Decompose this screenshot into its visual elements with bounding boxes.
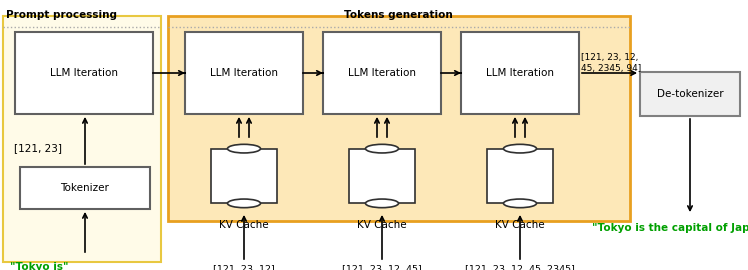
Ellipse shape <box>503 144 536 153</box>
Ellipse shape <box>366 144 399 153</box>
Ellipse shape <box>366 199 399 208</box>
Text: LLM Iteration: LLM Iteration <box>348 68 416 78</box>
Text: Prompt processing: Prompt processing <box>6 10 117 20</box>
Text: [121, 23, 12, 45]: [121, 23, 12, 45] <box>342 265 422 270</box>
Text: Tokenizer: Tokenizer <box>61 183 109 193</box>
Bar <box>20 167 150 209</box>
Ellipse shape <box>504 145 536 153</box>
Bar <box>185 32 303 114</box>
Bar <box>640 72 740 116</box>
Bar <box>461 32 579 114</box>
Text: KV Cache: KV Cache <box>219 220 269 230</box>
Text: [121, 23]: [121, 23] <box>14 143 62 153</box>
Ellipse shape <box>228 145 260 153</box>
Text: [121, 23, 12,
45, 2345, 94]: [121, 23, 12, 45, 2345, 94] <box>581 53 641 73</box>
Bar <box>487 149 553 203</box>
Text: "Tokyo is the capital of Japan": "Tokyo is the capital of Japan" <box>592 223 748 233</box>
Ellipse shape <box>503 199 536 208</box>
Ellipse shape <box>227 144 260 153</box>
Text: LLM Iteration: LLM Iteration <box>210 68 278 78</box>
Text: [121, 23, 12]: [121, 23, 12] <box>213 265 275 270</box>
Bar <box>168 16 630 221</box>
Text: "Tokyo is": "Tokyo is" <box>10 262 69 270</box>
Text: LLM Iteration: LLM Iteration <box>50 68 118 78</box>
Bar <box>15 32 153 114</box>
Text: [121, 23, 12, 45, 2345]: [121, 23, 12, 45, 2345] <box>465 265 575 270</box>
Text: LLM Iteration: LLM Iteration <box>486 68 554 78</box>
Bar <box>323 32 441 114</box>
Bar <box>349 149 415 203</box>
Ellipse shape <box>366 145 398 153</box>
Ellipse shape <box>227 199 260 208</box>
Text: KV Cache: KV Cache <box>495 220 545 230</box>
Text: KV Cache: KV Cache <box>358 220 407 230</box>
Text: Tokens generation: Tokens generation <box>343 10 453 20</box>
Text: De-tokenizer: De-tokenizer <box>657 89 723 99</box>
Bar <box>3 16 161 262</box>
Bar <box>211 149 277 203</box>
